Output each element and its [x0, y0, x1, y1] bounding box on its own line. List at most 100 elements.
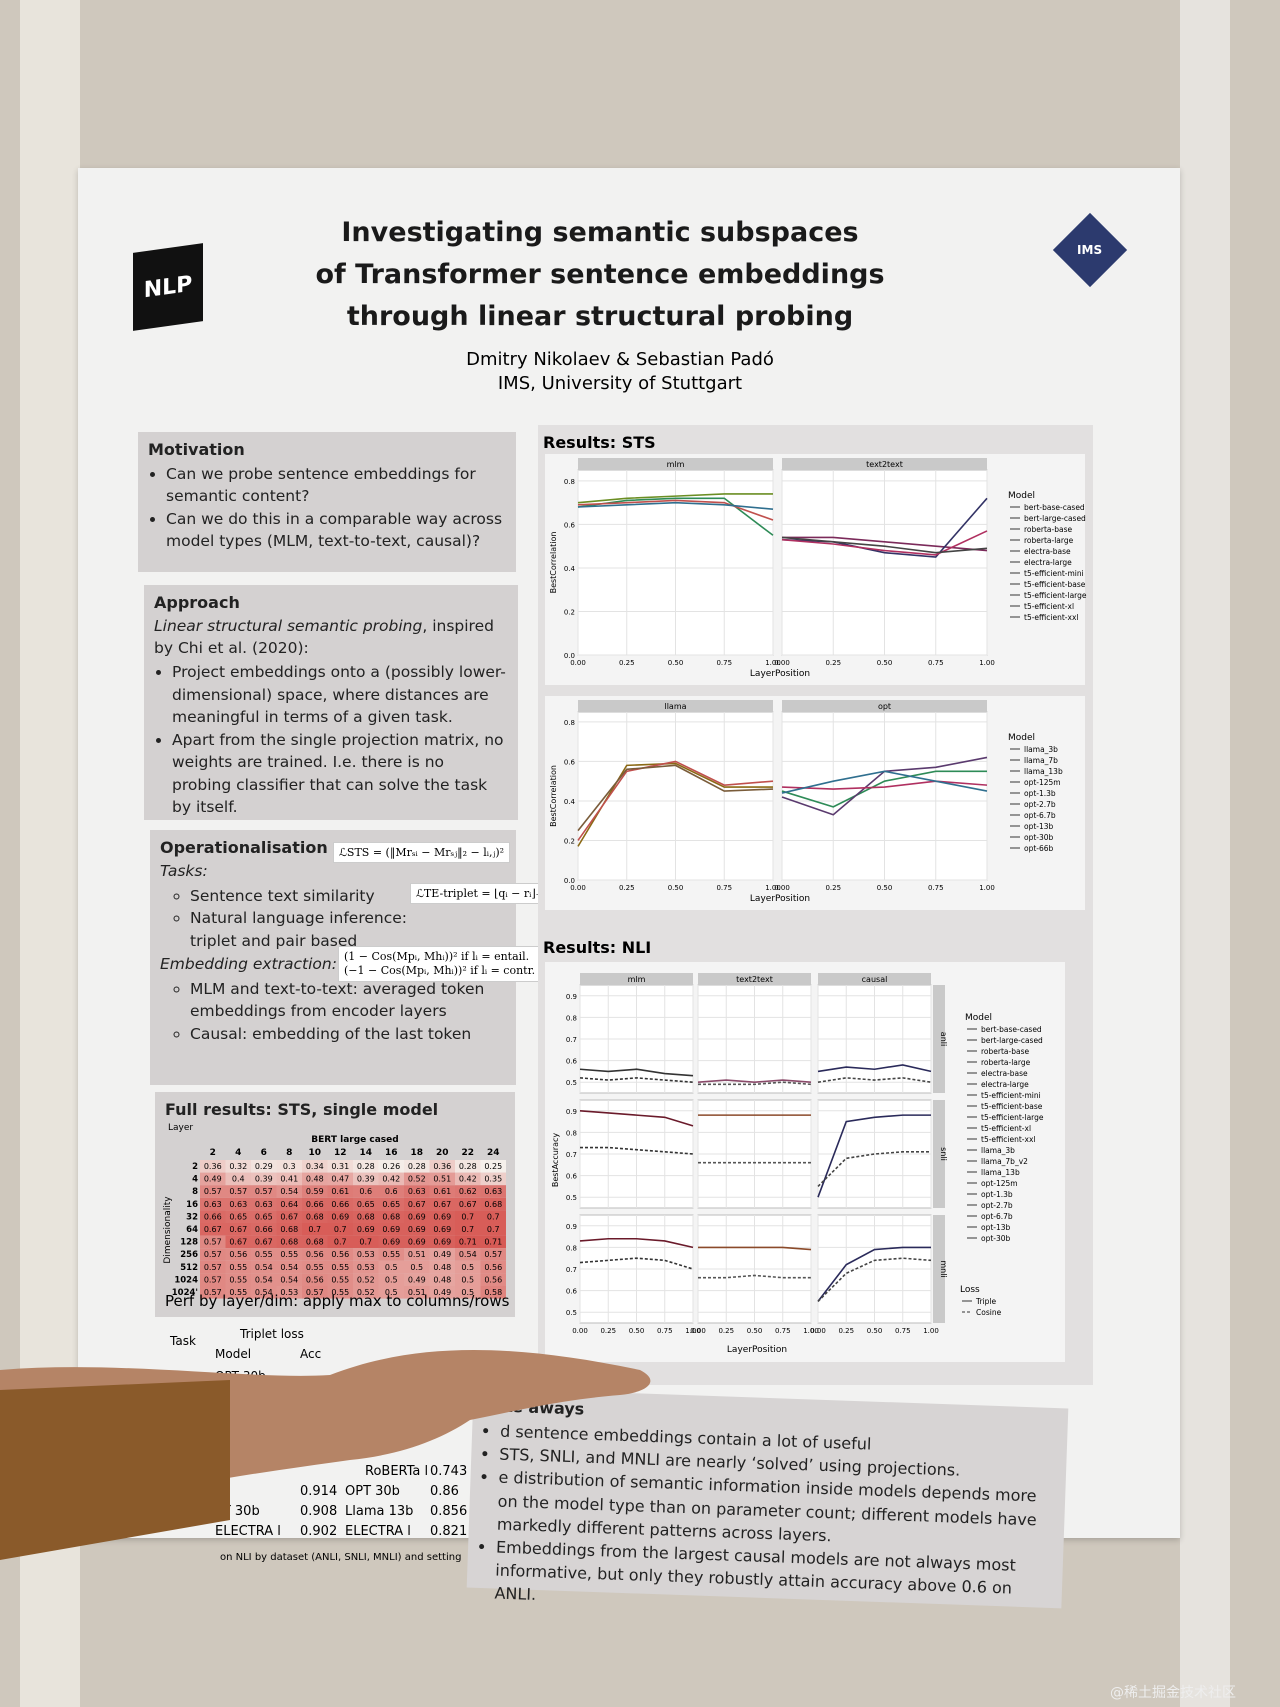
heat-cell [251, 1235, 277, 1249]
formula: ℒTE-triplet = ⌊qᵢ − rᵢ⌋₊ [410, 883, 548, 904]
cell-value: 0.55 [255, 1250, 273, 1259]
list-item: Sentence text similarity [190, 885, 420, 907]
x-tick-label: 1.00 [765, 884, 781, 892]
cell-value: 0.55 [229, 1275, 247, 1284]
heat-cell [251, 1248, 277, 1261]
cell-value: 0.54 [255, 1288, 273, 1297]
heat-cell [302, 1210, 328, 1223]
cell-value: 0.67 [280, 1212, 298, 1221]
line [781, 780, 988, 790]
cell-value: 0.67 [408, 1200, 426, 1209]
table-header: Model [215, 1347, 251, 1361]
x-tick-label: 0.75 [895, 1327, 911, 1335]
line [817, 1257, 932, 1302]
strip-label: text2text [866, 460, 903, 469]
cell-value: 0.63 [484, 1187, 502, 1196]
x-tick-label: 0.50 [668, 659, 684, 667]
legend-label: llama_13b [981, 1168, 1020, 1177]
cell-value: 0.69 [408, 1238, 426, 1247]
cell-value: 0.57 [229, 1187, 247, 1196]
list-item: MLM and text-to-text: averaged token emb… [190, 978, 506, 1023]
x-tick-label: 0.00 [774, 884, 790, 892]
authors: Dmitry Nikolaev & Sebastian Padó [466, 349, 774, 370]
cell-value: 0.34 [306, 1162, 324, 1171]
heat-cell [353, 1273, 379, 1286]
heat-cell [429, 1172, 455, 1186]
cell-value: 0.56 [484, 1275, 502, 1284]
y-tick-label: 0.9 [566, 993, 577, 1001]
line [781, 770, 988, 794]
cell-value: 0.51 [408, 1288, 426, 1297]
line [698, 1274, 811, 1279]
cell-value: 0.7 [308, 1225, 321, 1234]
x-tick-label: 0.75 [657, 1327, 673, 1335]
cell-value: 0.54 [459, 1250, 477, 1259]
list: Project embeddings onto a (possibly lowe… [154, 661, 508, 818]
heading: Full results: STS, single model [165, 1100, 439, 1119]
heat-cell [429, 1260, 455, 1274]
heat-cell [404, 1286, 430, 1299]
y-tick-label: 0.2 [564, 837, 575, 845]
x-tick-label: 1.00 [979, 884, 995, 892]
x-tick-label: 0.25 [619, 884, 635, 892]
cell-value: 0.68 [357, 1212, 375, 1221]
heat-cell [404, 1160, 430, 1173]
cell-value: 0.47 [331, 1175, 349, 1184]
heading: Motivation [148, 440, 245, 459]
title-line: of Transformer sentence embeddings [315, 259, 885, 290]
y-tick-label: 0.6 [566, 1288, 578, 1296]
sleeve [0, 1380, 230, 1560]
column-label: 6 [261, 1148, 267, 1158]
heat-cell [353, 1172, 379, 1186]
strip [698, 973, 811, 985]
cell-value: 0.57 [204, 1263, 222, 1272]
legend-label: t5-efficient-xl [981, 1124, 1031, 1133]
heat-cell [404, 1248, 430, 1261]
heat-cell [327, 1248, 353, 1261]
legend-label: opt-6.7b [1024, 811, 1056, 820]
cell-value: 0.57 [306, 1288, 324, 1297]
table-cell: ELECTRA l [345, 1524, 411, 1539]
table-cell: 0.743 [430, 1464, 467, 1479]
heat-cell [302, 1197, 328, 1211]
heat-cell [353, 1260, 379, 1274]
row-label: 64 [186, 1225, 198, 1235]
motivation: Motivation Can we probe sentence embeddi… [138, 432, 516, 572]
intro: Linear structural semantic probing, insp… [154, 616, 508, 659]
heat-cell [302, 1273, 328, 1286]
legend-label: t5-efficient-base [1024, 580, 1086, 589]
table-cell: 0.821 [430, 1524, 467, 1539]
heat-cell [276, 1235, 302, 1249]
list: Can we probe sentence embeddings for sem… [148, 463, 506, 553]
cell-value: 0.26 [382, 1162, 400, 1171]
heat-cell [200, 1210, 226, 1223]
cell-value: 0.57 [204, 1187, 222, 1196]
y-tick-label: 0.8 [566, 1014, 577, 1022]
cell-value: 0.71 [459, 1238, 477, 1247]
cell-value: 0.53 [280, 1288, 298, 1297]
heat-cell [225, 1197, 251, 1211]
cell-value: 0.69 [331, 1212, 349, 1221]
y-axis-label: BestCorrelation [549, 765, 558, 827]
x-tick-label: 0.50 [747, 1327, 763, 1335]
cell-value: 0.7 [334, 1225, 347, 1234]
heat-cell [251, 1273, 277, 1286]
y-tick-label: 0.6 [566, 1058, 578, 1066]
cell-value: 0.66 [204, 1212, 222, 1221]
strip-label: mlm [628, 975, 646, 984]
heat-cell [429, 1248, 455, 1261]
y-tick-label: 0.8 [566, 1244, 577, 1252]
heat-cell [378, 1223, 404, 1236]
column-label: 20 [436, 1148, 449, 1158]
legend-title: Loss [960, 1285, 980, 1295]
cell-value: 0.68 [280, 1238, 298, 1247]
cell-value: 0.68 [280, 1225, 298, 1234]
legend-label: bert-base-cased [981, 1025, 1042, 1034]
cell-value: 0.35 [484, 1175, 502, 1184]
cell-value: 0.67 [459, 1200, 477, 1209]
cell-value: 0.69 [408, 1225, 426, 1234]
row-label: 128 [180, 1238, 198, 1248]
heat-cell [276, 1260, 302, 1274]
heat-cell [455, 1172, 481, 1186]
